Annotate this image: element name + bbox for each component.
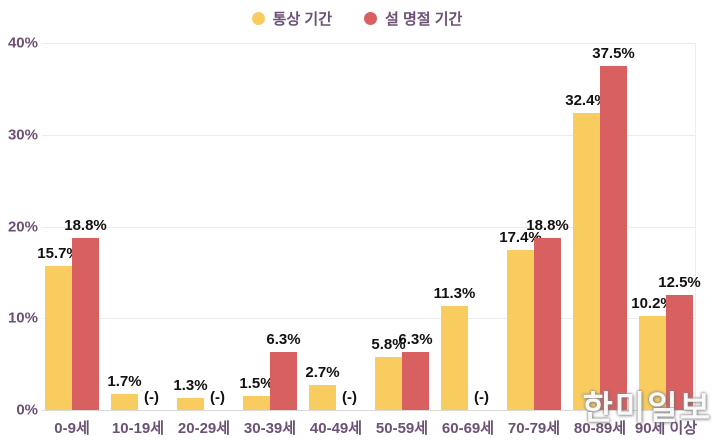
x-axis-line xyxy=(42,410,695,411)
gridline xyxy=(42,226,695,228)
x-axis-label: 30-39세 xyxy=(243,420,297,437)
y-axis-tick-label: 40% xyxy=(7,34,38,52)
bar-value-label: 15.7% xyxy=(37,245,80,263)
bar-value-label: 6.3% xyxy=(398,331,433,349)
x-axis-label: 10-19세 xyxy=(111,420,165,437)
bar xyxy=(507,250,534,410)
no-data-label: (-) xyxy=(144,389,159,406)
plot-right-border xyxy=(695,43,696,410)
legend-item: 설 명절 기간 xyxy=(364,8,462,29)
legend-label: 통상 기간 xyxy=(272,11,333,28)
bar xyxy=(402,352,429,410)
gridline xyxy=(42,43,695,45)
x-axis-label: 20-29세 xyxy=(177,420,231,437)
bar xyxy=(72,237,99,410)
bar xyxy=(441,306,468,410)
bar xyxy=(45,266,72,410)
legend-dot-icon xyxy=(364,12,378,25)
chart-legend: 통상 기간 설 명절 기간 xyxy=(0,8,714,29)
y-axis-tick-label: 30% xyxy=(7,126,38,144)
x-axis-label: 50-59세 xyxy=(375,420,429,437)
x-axis-label: 90세 이상 xyxy=(634,420,698,437)
bar xyxy=(639,316,666,410)
bar-value-label: 5.8% xyxy=(371,335,406,353)
no-data-label: (-) xyxy=(474,389,489,406)
bar xyxy=(177,398,204,410)
bar-value-label: 18.8% xyxy=(526,216,569,234)
bar-value-label: 1.7% xyxy=(107,373,142,391)
gridline xyxy=(42,318,695,320)
bar xyxy=(270,352,297,410)
bar-value-label: 10.2% xyxy=(631,295,674,313)
bar-value-label: 18.8% xyxy=(64,216,107,234)
gridline xyxy=(42,134,695,136)
no-data-label: (-) xyxy=(342,389,357,406)
legend-dot-icon xyxy=(251,12,265,25)
bar-value-label: 6.3% xyxy=(266,331,301,349)
y-axis-tick-label: 10% xyxy=(7,309,38,327)
bar-value-label: 17.4% xyxy=(499,229,542,247)
x-axis-label: 60-69세 xyxy=(441,420,495,437)
bar xyxy=(309,385,336,410)
x-axis-label: 0-9세 xyxy=(54,420,90,437)
x-axis-label: 80-89세 xyxy=(573,420,627,437)
legend-item: 통상 기간 xyxy=(251,8,333,29)
bar-value-label: 1.3% xyxy=(173,377,208,395)
y-axis-tick-label: 20% xyxy=(7,218,38,236)
bar xyxy=(111,394,138,410)
x-axis-label: 40-49세 xyxy=(309,420,363,437)
bar xyxy=(243,396,270,410)
bar xyxy=(375,356,402,410)
bar xyxy=(600,66,627,410)
bar-value-label: 32.4% xyxy=(565,91,608,109)
bar-value-label: 11.3% xyxy=(433,285,476,303)
legend-label: 설 명절 기간 xyxy=(385,11,463,28)
watermark: 한미일보 xyxy=(582,389,712,426)
y-axis-tick-label: 0% xyxy=(16,401,38,419)
bar xyxy=(666,295,693,410)
bar xyxy=(534,237,561,410)
x-axis-label: 70-79세 xyxy=(507,420,561,437)
bar-value-label: 2.7% xyxy=(305,364,340,382)
no-data-label: (-) xyxy=(210,389,225,406)
bar xyxy=(573,112,600,410)
bar-value-label: 1.5% xyxy=(239,375,274,393)
bar-value-label: 12.5% xyxy=(658,274,701,292)
bar-value-label: 37.5% xyxy=(592,45,635,63)
